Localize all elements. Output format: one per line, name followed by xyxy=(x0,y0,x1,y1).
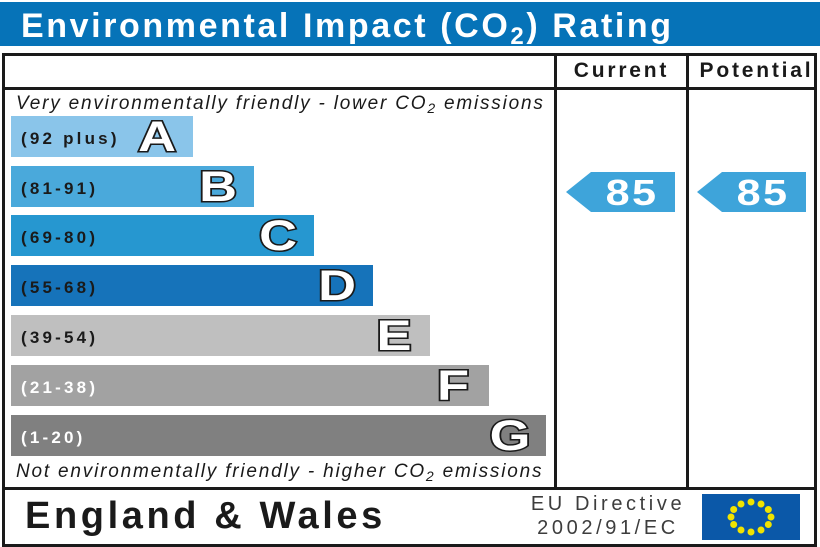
svg-text:D: D xyxy=(318,265,356,306)
svg-text:A: A xyxy=(138,116,176,157)
svg-text:E: E xyxy=(377,315,412,356)
svg-text:B: B xyxy=(199,166,237,207)
svg-text:C: C xyxy=(259,215,297,256)
svg-text:G: G xyxy=(490,415,531,456)
svg-text:85: 85 xyxy=(606,173,659,212)
svg-text:F: F xyxy=(437,365,469,406)
svg-text:85: 85 xyxy=(737,173,790,212)
